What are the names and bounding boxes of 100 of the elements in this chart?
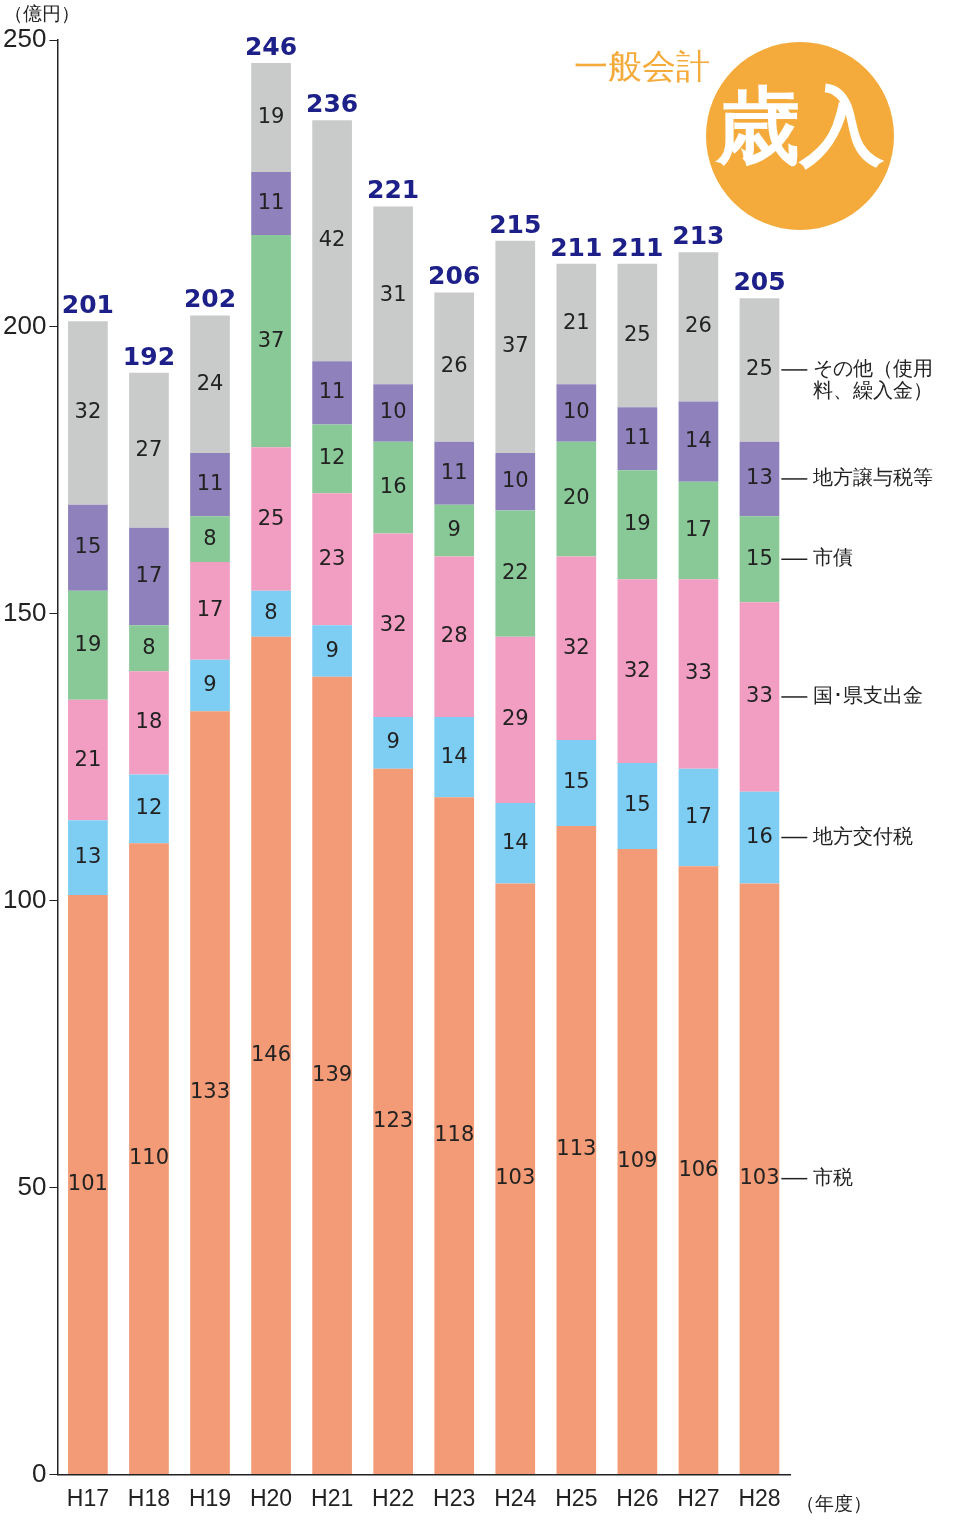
bar xyxy=(434,556,475,718)
data-label: 20 xyxy=(562,485,590,510)
bar xyxy=(312,676,352,1474)
data-label: 8 xyxy=(264,600,278,625)
bar xyxy=(190,711,230,1474)
data-label: 32 xyxy=(624,657,651,682)
y-tick-label: 50 xyxy=(17,1170,47,1201)
data-label: 25 xyxy=(746,356,773,381)
bar xyxy=(373,384,414,442)
bar xyxy=(190,315,230,454)
data-label: 12 xyxy=(135,795,163,820)
bar xyxy=(434,717,475,798)
data-label: 25 xyxy=(257,505,285,530)
data-label: 21 xyxy=(74,746,102,771)
data-label: 25 xyxy=(624,321,651,346)
data-label: 10 xyxy=(562,399,590,424)
data-label: 32 xyxy=(74,399,102,424)
data-label: 11 xyxy=(440,459,468,484)
bar xyxy=(556,739,597,827)
data-label: 15 xyxy=(74,534,102,559)
data-label: 10 xyxy=(501,468,529,493)
bar xyxy=(251,62,291,172)
bar xyxy=(68,321,108,505)
data-label: 22 xyxy=(501,560,529,585)
bar xyxy=(556,384,597,442)
bar xyxy=(495,636,536,804)
bar xyxy=(312,493,352,626)
bar xyxy=(556,263,597,385)
x-tick-label: H19 xyxy=(188,1484,232,1511)
series-label: 地方交付税 xyxy=(812,823,914,848)
bar xyxy=(312,361,352,425)
bar xyxy=(495,453,536,511)
bar xyxy=(312,424,352,494)
bar xyxy=(251,235,291,448)
data-label: 17 xyxy=(685,517,712,542)
bar xyxy=(617,263,658,408)
bar xyxy=(434,797,475,1474)
y-tick-label: 150 xyxy=(2,596,47,627)
data-label: 11 xyxy=(318,379,346,404)
data-label: 9 xyxy=(325,637,339,662)
data-label: 37 xyxy=(257,327,285,352)
data-label: 32 xyxy=(562,634,590,659)
bar xyxy=(739,298,780,442)
data-label: 31 xyxy=(379,281,407,306)
total-label: 211 xyxy=(550,232,603,262)
bar xyxy=(434,504,475,557)
total-label: 205 xyxy=(733,267,786,297)
data-label: 28 xyxy=(440,623,468,648)
total-label: 211 xyxy=(611,232,664,262)
total-label: 246 xyxy=(244,31,298,61)
bar xyxy=(129,527,169,626)
bar xyxy=(312,120,352,362)
data-label: 24 xyxy=(196,370,224,395)
data-label: 110 xyxy=(128,1145,169,1170)
bar xyxy=(373,717,414,769)
y-tick-label: 250 xyxy=(2,23,47,54)
data-label: 26 xyxy=(440,353,468,378)
y-tick-label: 200 xyxy=(2,310,47,341)
x-tick-label: H20 xyxy=(249,1484,293,1511)
data-label: 11 xyxy=(257,189,285,214)
data-label: 9 xyxy=(447,517,461,542)
bar xyxy=(68,699,108,821)
data-label: 10 xyxy=(379,399,407,424)
bar xyxy=(678,866,719,1474)
bar xyxy=(190,516,230,563)
x-tick-label: H23 xyxy=(433,1484,476,1511)
total-label: 201 xyxy=(61,290,114,320)
bar xyxy=(495,510,536,637)
data-label: 139 xyxy=(312,1061,353,1086)
bar xyxy=(556,826,597,1474)
bar xyxy=(129,843,169,1474)
bar xyxy=(434,292,475,442)
data-label: 11 xyxy=(196,471,224,496)
bar xyxy=(190,453,230,517)
bar xyxy=(68,504,108,591)
bar xyxy=(68,590,108,700)
series-label: 市債 xyxy=(813,545,854,570)
bar xyxy=(678,252,719,402)
data-label: 32 xyxy=(379,611,407,636)
total-label: 236 xyxy=(306,89,359,119)
data-label: 27 xyxy=(135,436,163,461)
x-axis-title: （年度） xyxy=(796,1492,872,1515)
bar xyxy=(373,206,414,385)
bar xyxy=(739,441,780,517)
text: 歳入 xyxy=(716,76,884,175)
bar xyxy=(373,533,414,718)
data-label: 13 xyxy=(74,844,102,869)
bar xyxy=(190,659,230,712)
data-label: 133 xyxy=(189,1079,231,1104)
data-label: 101 xyxy=(67,1170,108,1195)
total-label: 215 xyxy=(489,209,542,239)
data-label: 14 xyxy=(501,829,529,854)
data-label: 29 xyxy=(501,706,529,731)
total-label: 192 xyxy=(122,341,176,371)
data-label: 19 xyxy=(257,103,285,128)
data-label: 42 xyxy=(318,227,346,252)
data-label: 19 xyxy=(624,511,651,536)
bar xyxy=(312,625,352,677)
data-label: 15 xyxy=(562,769,590,794)
data-label: 12 xyxy=(318,445,346,470)
